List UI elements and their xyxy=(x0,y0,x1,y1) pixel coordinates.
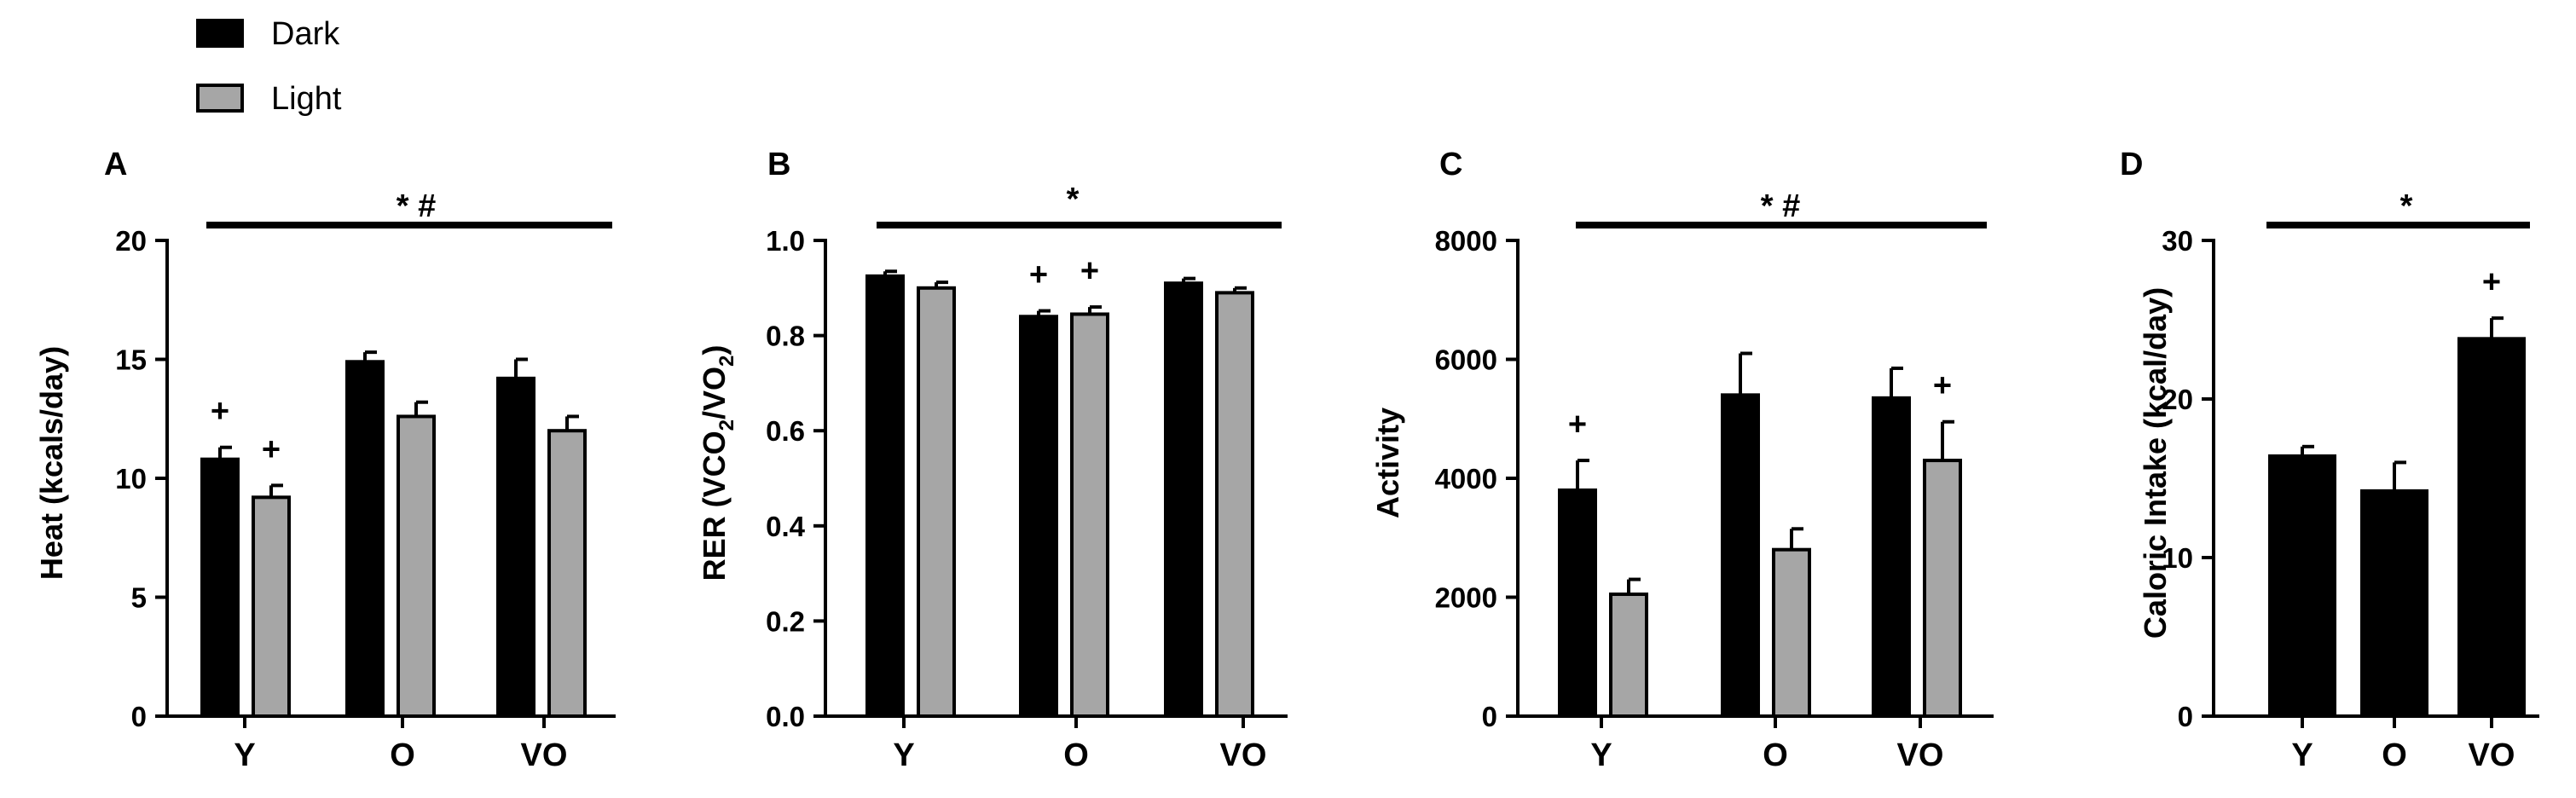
panel-d-y-tick-label: 30 xyxy=(2162,225,2193,257)
panel-d-significance: * xyxy=(2400,188,2413,224)
panel-a-y-tick-label: 15 xyxy=(115,344,147,376)
panel-b-bar-dark xyxy=(865,274,905,719)
panel-a-y-tick-label: 5 xyxy=(131,582,147,614)
panel-c-bar-light xyxy=(1772,547,1811,719)
panel-a-x-tick-label: VO xyxy=(521,737,568,773)
panel-d-bar-dark xyxy=(2268,454,2336,719)
panel-d-y-tick-label: 20 xyxy=(2162,384,2193,415)
panel-a-y-tick-label: 10 xyxy=(115,463,147,494)
panel-b-x-tick-label: VO xyxy=(1220,737,1267,773)
panel-b-plus-mark: + xyxy=(1029,257,1048,293)
panel-b-bar-light xyxy=(1070,312,1109,718)
panel-a-bar-dark xyxy=(496,376,535,718)
panel-c-bar-dark xyxy=(1872,396,1911,718)
panel-b-y-tick-label: 0.0 xyxy=(766,701,805,732)
panel-b-y-tick-label: 1.0 xyxy=(766,225,805,257)
legend: Dark Light xyxy=(196,16,342,117)
panel-c-y-tick-label: 4000 xyxy=(1435,463,1497,494)
panel-b-x-tick-label: O xyxy=(1063,737,1089,773)
legend-swatch-light xyxy=(196,84,244,113)
panel-a-plus-mark: + xyxy=(262,431,281,467)
panel-b: B * RER (VCO2/VO2) 0.0 0.2 0.4 0.6 0.8 1.0 Y O V… xyxy=(697,147,1288,773)
panel-c-y-axis-title: Activity xyxy=(1370,408,1405,518)
panel-b-y-axis-title: RER (VCO2/VO2) xyxy=(697,345,738,581)
panel-d-x-tick-label: O xyxy=(2382,737,2407,773)
panel-d-y-tick-label: 10 xyxy=(2162,542,2193,574)
panel-b-y-tick-label: 0.2 xyxy=(766,605,805,637)
panel-b-significance: * xyxy=(1067,182,1080,217)
panel-a-plus-mark: + xyxy=(211,394,229,430)
panel-b-bar-light xyxy=(1215,291,1254,718)
legend-label-light: Light xyxy=(271,81,342,117)
panel-d-plus-mark: + xyxy=(2482,264,2501,300)
panel-c-plus-mark: + xyxy=(1568,407,1587,442)
panel-a-y-axis-title: Heat (kcals/day) xyxy=(34,346,69,580)
panel-b-x-tick-label: Y xyxy=(893,737,914,773)
panel-c-y-tick-label: 2000 xyxy=(1435,582,1497,614)
legend-label-dark: Dark xyxy=(271,16,340,52)
panel-a-label: A xyxy=(104,147,127,182)
panel-c-bar-dark xyxy=(1721,393,1760,718)
panel-c-x-tick-label: VO xyxy=(1897,737,1944,773)
panel-c-plus-mark: + xyxy=(1933,368,1952,404)
panel-a-bar-dark xyxy=(200,457,240,718)
panel-d-label: D xyxy=(2120,147,2143,182)
panel-a-bar-light xyxy=(252,495,291,718)
panel-c: C * # Activity 0 2000 4000 6000 8000 Y O VO + + xyxy=(1370,147,1994,773)
panel-c-x-tick-label: Y xyxy=(1590,737,1612,773)
panel-c-y-tick-label: 0 xyxy=(1482,701,1497,732)
panel-d-bar-dark xyxy=(2457,337,2526,718)
panel-a-x-tick-label: Y xyxy=(234,737,255,773)
panel-a-significance: * # xyxy=(397,188,436,224)
panel-c-significance: * # xyxy=(1761,188,1800,224)
panel-c-y-tick-label: 8000 xyxy=(1435,225,1497,257)
panel-c-bar-dark xyxy=(1558,488,1597,718)
panel-c-y-tick-label: 6000 xyxy=(1435,344,1497,376)
panel-c-bar-light xyxy=(1923,459,1962,718)
panel-c-x-tick-label: O xyxy=(1763,737,1788,773)
panel-d-y-tick-label: 0 xyxy=(2178,701,2193,732)
panel-d-x-tick-label: VO xyxy=(2469,737,2515,773)
panel-a-bar-light xyxy=(397,414,436,718)
panel-d: D * Caloric Intake (kcal/day) 0 10 20 30 Y O V… xyxy=(2120,147,2539,773)
panel-d-bar-dark xyxy=(2360,489,2428,718)
panel-a: A * # Heat (kcals/day) 0 5 10 15 20 Y O VO + + xyxy=(34,147,616,773)
panel-a-y-tick-label: 0 xyxy=(131,701,147,732)
legend-swatch-dark xyxy=(196,19,244,48)
panel-a-bar-light xyxy=(547,429,587,718)
panel-b-bar-dark xyxy=(1019,315,1058,718)
panel-b-y-tick-label: 0.4 xyxy=(766,511,806,542)
panel-a-x-tick-label: O xyxy=(390,737,415,773)
panel-a-bar-dark xyxy=(345,360,385,718)
panel-d-y-axis-title: Caloric Intake (kcal/day) xyxy=(2138,287,2173,639)
panel-c-bar-light xyxy=(1609,593,1648,719)
panel-a-y-tick-label: 20 xyxy=(115,225,147,257)
panel-b-bar-light xyxy=(917,286,956,718)
panel-b-label: B xyxy=(767,147,790,182)
panel-b-y-tick-label: 0.8 xyxy=(766,321,805,352)
panel-d-x-tick-label: Y xyxy=(2291,737,2313,773)
panel-b-y-tick-label: 0.6 xyxy=(766,415,805,447)
panel-b-plus-mark: + xyxy=(1080,253,1099,289)
panel-c-label: C xyxy=(1439,147,1462,182)
panel-b-bar-dark xyxy=(1164,281,1203,718)
